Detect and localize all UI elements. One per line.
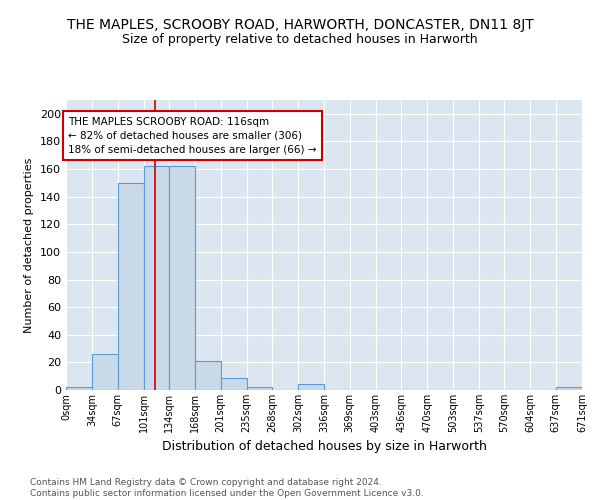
Y-axis label: Number of detached properties: Number of detached properties bbox=[25, 158, 34, 332]
Bar bbox=[143, 166, 169, 390]
Bar bbox=[92, 354, 118, 390]
Bar bbox=[66, 387, 92, 390]
Bar bbox=[221, 378, 247, 390]
Bar bbox=[118, 183, 143, 390]
Text: Size of property relative to detached houses in Harworth: Size of property relative to detached ho… bbox=[122, 32, 478, 46]
Bar bbox=[298, 384, 325, 390]
Text: Contains HM Land Registry data © Crown copyright and database right 2024.
Contai: Contains HM Land Registry data © Crown c… bbox=[30, 478, 424, 498]
Text: THE MAPLES, SCROOBY ROAD, HARWORTH, DONCASTER, DN11 8JT: THE MAPLES, SCROOBY ROAD, HARWORTH, DONC… bbox=[67, 18, 533, 32]
X-axis label: Distribution of detached houses by size in Harworth: Distribution of detached houses by size … bbox=[161, 440, 487, 454]
Bar bbox=[556, 387, 582, 390]
Text: THE MAPLES SCROOBY ROAD: 116sqm
← 82% of detached houses are smaller (306)
18% o: THE MAPLES SCROOBY ROAD: 116sqm ← 82% of… bbox=[68, 116, 317, 154]
Bar bbox=[169, 166, 195, 390]
Bar bbox=[195, 361, 221, 390]
Bar bbox=[247, 387, 272, 390]
